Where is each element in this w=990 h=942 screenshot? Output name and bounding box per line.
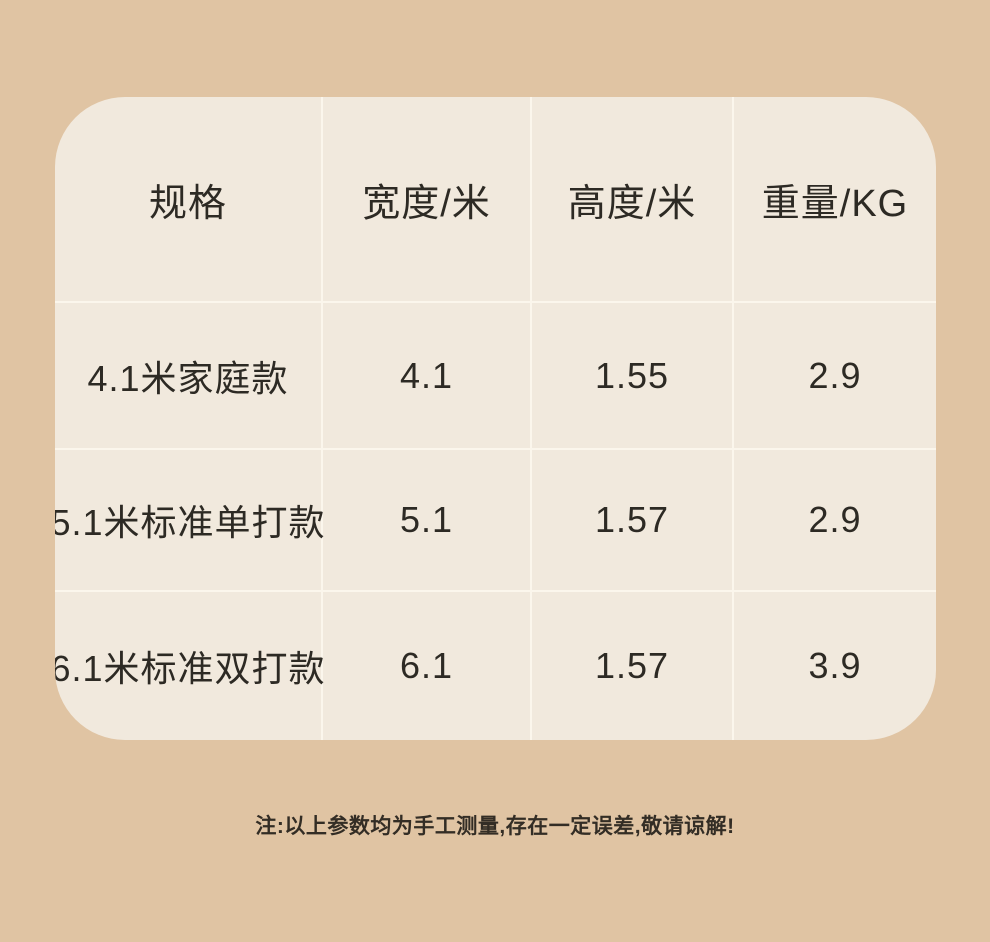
spec-table-card: 规格 宽度/米 高度/米 重量/KG 4.1米家庭款 4.1 1.55 2.9 …: [55, 97, 936, 740]
measurement-note: 注:以上参数均为手工测量,存在一定误差,敬请谅解!: [255, 815, 735, 838]
header-cell-spec: 规格: [55, 97, 323, 303]
row1-height-cell: 1.55: [532, 303, 734, 450]
row1-weight-cell: 2.9: [734, 303, 936, 450]
header-cell-weight: 重量/KG: [734, 97, 936, 303]
row2-height-cell: 1.57: [532, 450, 734, 592]
header-cell-width: 宽度/米: [323, 97, 532, 303]
row1-spec-cell: 4.1米家庭款: [55, 303, 323, 450]
row3-weight-cell: 3.9: [808, 645, 862, 686]
row2-weight-cell: 2.9: [734, 450, 936, 592]
row2-spec-cell: 5.1米标准单打款: [55, 450, 325, 592]
spec-table: 规格 宽度/米 高度/米 重量/KG 4.1米家庭款 4.1 1.55 2.9 …: [55, 97, 936, 740]
row3-spec-cell: 6.1米标准双打款: [55, 592, 325, 740]
header-cell-height: 高度/米: [532, 97, 734, 303]
row3-width-cell: 6.1: [323, 592, 532, 740]
row3-height-cell: 1.57: [532, 592, 734, 740]
row1-width-cell: 4.1: [323, 303, 532, 450]
row2-width-cell: 5.1: [323, 450, 532, 592]
